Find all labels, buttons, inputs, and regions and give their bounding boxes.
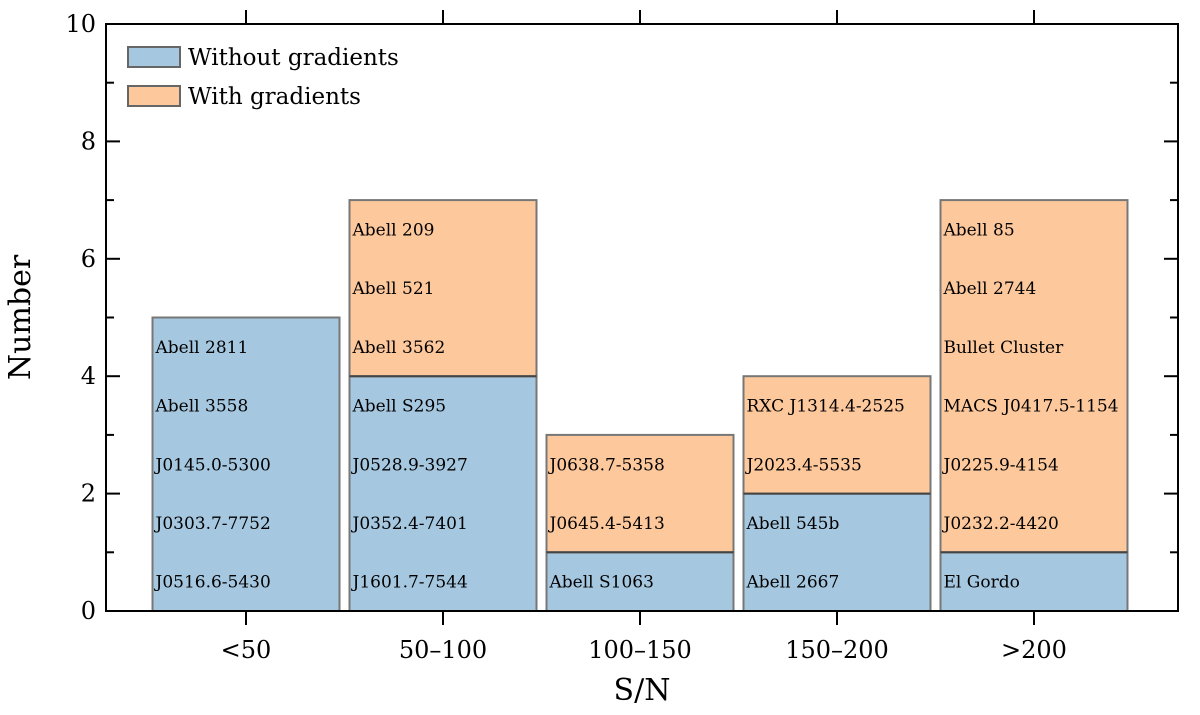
y-tick-label: 0 (81, 597, 96, 625)
y-tick-label: 4 (81, 362, 96, 390)
bar-segment (742, 492, 932, 613)
x-axis-title: S/N (614, 673, 671, 708)
x-tick-label: >200 (1001, 636, 1067, 664)
cluster-label: El Gordo (944, 573, 1020, 593)
legend-swatch (127, 85, 181, 107)
y-axis-title: Number (3, 254, 38, 380)
y-tick-label: 6 (81, 245, 96, 273)
cluster-label: J1601.7-7544 (351, 573, 468, 593)
ticks-group: 0 2 4 6 8 10 <50 50–100 100–150 150–200 >200 (65, 10, 1178, 664)
legend: Without gradients With gradients (127, 45, 399, 110)
bar-segment (348, 375, 538, 613)
cluster-label: J0528.9-3927 (351, 455, 468, 475)
cluster-label: Abell S1063 (549, 573, 654, 593)
bar-segment (348, 199, 538, 378)
bar-labels-group: J0516.6-5430 J0303.7-7752 J0145.0-5300 Abel… (154, 220, 1119, 592)
cluster-label: J0638.7-5358 (548, 455, 665, 475)
x-tick-label: 50–100 (399, 636, 487, 664)
cluster-label: Abell 521 (352, 279, 435, 299)
legend-label: Without gradients (188, 45, 399, 71)
cluster-label: Abell 3562 (352, 338, 446, 358)
cluster-label: Abell 85 (943, 220, 1015, 240)
cluster-label: J0303.7-7752 (154, 514, 271, 534)
bar-segment (939, 551, 1129, 612)
x-tick-label: 100–150 (588, 636, 692, 664)
cluster-label: J0645.4-5413 (548, 514, 665, 534)
bar-segment (151, 316, 341, 612)
cluster-label: J0232.2-4420 (942, 514, 1059, 534)
bar-segment (545, 433, 735, 554)
cluster-label: Abell 209 (352, 220, 435, 240)
y-tick-label: 10 (65, 10, 96, 38)
x-tick-label: <50 (221, 636, 272, 664)
cluster-label: J0145.0-5300 (154, 455, 271, 475)
cluster-label: Abell 545b (746, 514, 840, 534)
cluster-label: Abell 3558 (155, 397, 249, 417)
cluster-label: Abell 2811 (155, 338, 249, 358)
cluster-label: Bullet Cluster (944, 338, 1065, 358)
bar-segment (939, 199, 1129, 554)
y-tick-label: 8 (81, 127, 96, 155)
y-tick-label: 2 (81, 480, 96, 508)
cluster-label: J0516.6-5430 (154, 573, 271, 593)
cluster-label: Abell S295 (352, 397, 447, 417)
cluster-label: Abell 2744 (943, 279, 1037, 299)
cluster-label: J0352.4-7401 (351, 514, 468, 534)
x-tick-label: 150–200 (785, 636, 889, 664)
cluster-label: Abell 2667 (746, 573, 840, 593)
legend-swatch (127, 46, 181, 68)
bar-segment (742, 375, 932, 495)
legend-label: With gradients (188, 84, 361, 110)
cluster-label: MACS J0417.5-1154 (944, 397, 1119, 417)
cluster-label: RXC J1314.4-2525 (747, 397, 905, 417)
bars-group (151, 199, 1129, 613)
cluster-label: J2023.4-5535 (745, 455, 862, 475)
cluster-label: J0225.9-4154 (942, 455, 1059, 475)
plot-frame (105, 23, 1179, 612)
